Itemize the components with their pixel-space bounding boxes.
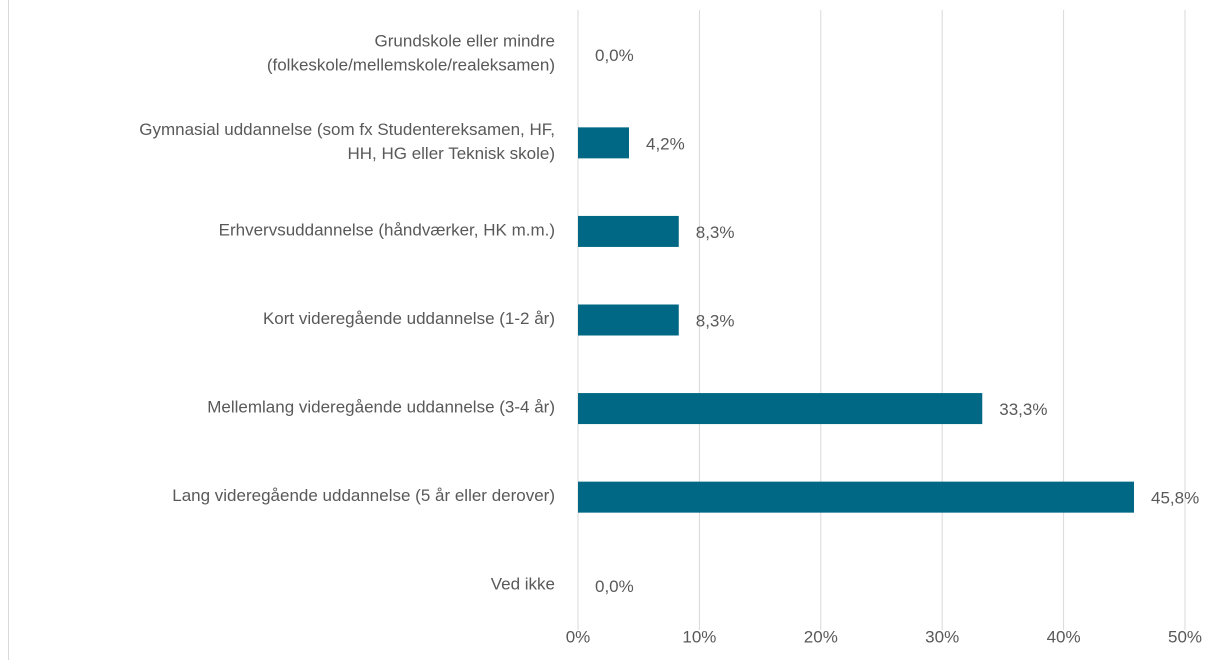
data-label: 8,3% [696, 311, 735, 330]
x-tick-label: 0% [566, 627, 591, 646]
data-label: 4,2% [646, 134, 685, 153]
x-tick-label: 50% [1168, 627, 1202, 646]
y-tick-label: Gymnasial uddannelse (som fx Studenterek… [139, 120, 555, 163]
y-tick-label-line: Erhvervsuddannelse (håndværker, HK m.m.) [219, 221, 555, 240]
data-label: 33,3% [999, 400, 1047, 419]
y-tick-label: Lang videregående uddannelse (5 år eller… [172, 487, 555, 506]
data-label: 0,0% [595, 577, 634, 596]
y-tick-label-line: HH, HG eller Teknisk skole) [347, 144, 555, 163]
x-tick-label: 10% [682, 627, 716, 646]
x-tick-label: 40% [1047, 627, 1081, 646]
y-tick-label-line: Mellemlang videregående uddannelse (3-4 … [207, 398, 555, 417]
y-tick-label-line: Lang videregående uddannelse (5 år eller… [172, 487, 555, 506]
y-tick-label: Erhvervsuddannelse (håndværker, HK m.m.) [219, 221, 555, 240]
y-tick-label: Ved ikke [491, 575, 555, 594]
y-tick-label-line: (folkeskole/mellemskole/realeksamen) [267, 56, 555, 75]
y-tick-label: Mellemlang videregående uddannelse (3-4 … [207, 398, 555, 417]
y-tick-label: Grundskole eller mindre (folkeskole/melle… [267, 32, 555, 75]
bar [578, 481, 1135, 513]
y-tick-label-line: Kort videregående uddannelse (1-2 år) [263, 309, 555, 328]
bar [578, 393, 983, 425]
data-label: 45,8% [1151, 489, 1199, 508]
x-tick-label: 20% [804, 627, 838, 646]
y-tick-label-line: Gymnasial uddannelse (som fx Studenterek… [139, 120, 555, 139]
bar [578, 127, 629, 159]
data-label: 0,0% [595, 46, 634, 65]
bar [578, 304, 679, 336]
y-tick-label-line: Grundskole eller mindre [375, 32, 555, 51]
y-tick-label-line: Ved ikke [491, 575, 555, 594]
x-tick-label: 30% [925, 627, 959, 646]
bar [578, 215, 679, 247]
y-tick-label: Kort videregående uddannelse (1-2 år) [263, 309, 555, 328]
data-label: 8,3% [696, 223, 735, 242]
